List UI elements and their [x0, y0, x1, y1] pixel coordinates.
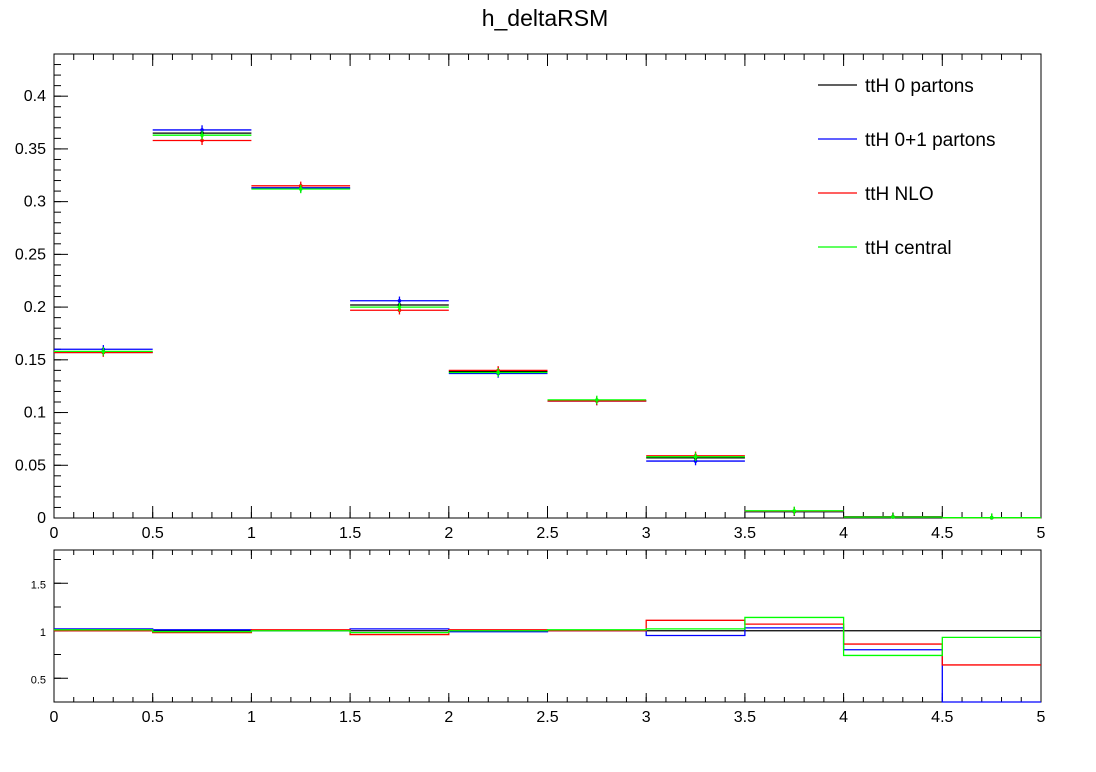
main-series-group	[54, 125, 1041, 520]
series-ratio-3	[54, 616, 1041, 657]
ratio-plot-frame	[53, 549, 1042, 703]
data-point	[397, 298, 402, 303]
legend-item-tth-central: ttH central	[818, 238, 952, 259]
data-point	[891, 515, 895, 519]
series-ratio-1	[54, 627, 1041, 703]
y-tick-label: 0	[37, 510, 46, 527]
y-tick-label: 1	[40, 627, 46, 639]
x-tick-label: 2	[444, 709, 453, 726]
data-point	[989, 515, 994, 520]
ratio-x-axis: 0 0.5 1 1.5 2 2.5 3 3.5 4 4.5 5	[50, 550, 1046, 726]
x-tick-label: 3.5	[734, 525, 756, 542]
y-tick-label: 0.35	[15, 141, 46, 158]
main-y-axis: 0 0.05 0.1 0.15 0.2 0.25 0.3 0.35 0.4	[15, 64, 68, 527]
x-tick-label: 1.5	[339, 709, 361, 726]
x-tick-label: 0	[50, 709, 59, 726]
series-ratio-2	[54, 619, 1041, 666]
x-tick-label: 4	[839, 525, 848, 542]
legend-item-tth-nlo: ttH NLO	[818, 184, 934, 205]
y-tick-label: 0.3	[24, 194, 46, 211]
y-tick-label: 0.25	[15, 246, 46, 263]
data-point	[397, 305, 402, 309]
x-tick-label: 0	[50, 525, 59, 542]
data-point	[693, 455, 698, 459]
y-tick-label: 0.05	[15, 457, 46, 474]
x-tick-label: 4	[839, 709, 848, 726]
main-plot-frame	[53, 53, 1042, 519]
x-tick-label: 4.5	[931, 709, 953, 726]
y-tick-label: 0.1	[24, 405, 46, 422]
x-tick-label: 2.5	[536, 525, 558, 542]
legend-label: ttH NLO	[865, 184, 934, 205]
x-tick-label: 1.5	[339, 525, 361, 542]
legend-item-tth-0-partons: ttH 0 partons	[818, 76, 974, 97]
legend-item-tth-0-1-partons: ttH 0+1 partons	[818, 130, 995, 151]
main-plot-panel: 0 0.05 0.1 0.15 0.2 0.25 0.3 0.35 0.4 0 0.5 1 1.5 2 2…	[15, 53, 1046, 542]
data-point	[200, 138, 204, 143]
ratio-plot-panel: 0.5 1 1.5 0 0.5 1 1.5 2 2.5 3 3.5 4 4.5 5	[31, 549, 1046, 726]
y-tick-label: 0.4	[24, 88, 46, 105]
x-tick-label: 2	[444, 525, 453, 542]
ratio-step-line	[54, 627, 1041, 703]
x-tick-label: 0.5	[142, 709, 164, 726]
x-tick-label: 5	[1037, 525, 1046, 542]
x-tick-label: 0.5	[142, 525, 164, 542]
data-point	[792, 509, 797, 513]
main-x-axis: 0 0.5 1 1.5 2 2.5 3 3.5 4 4.5 5	[50, 54, 1046, 542]
y-tick-label: 1.5	[31, 579, 46, 591]
data-point	[101, 349, 106, 354]
series-tth-central	[54, 130, 1041, 520]
ratio-step-line	[54, 616, 1041, 657]
x-tick-label: 1	[247, 709, 256, 726]
legend-label: ttH 0+1 partons	[865, 130, 995, 151]
x-tick-label: 3	[642, 709, 651, 726]
y-tick-label: 0.2	[24, 299, 46, 316]
data-point	[200, 128, 204, 132]
x-tick-label: 5	[1037, 709, 1046, 726]
legend-label: ttH central	[865, 238, 952, 259]
data-point	[298, 187, 303, 191]
legend: ttH 0 partons ttH 0+1 partons ttH NLO ttH c…	[818, 76, 995, 259]
y-tick-label: 0.5	[31, 674, 46, 686]
data-point	[693, 459, 698, 463]
y-tick-label: 0.15	[15, 352, 46, 369]
data-point	[200, 133, 204, 137]
data-point	[496, 370, 500, 375]
chart-title: h_deltaRSM	[482, 5, 609, 31]
ratio-step-line	[54, 619, 1041, 666]
x-tick-label: 2.5	[536, 709, 558, 726]
x-tick-label: 3.5	[734, 709, 756, 726]
ratio-series-group	[54, 616, 1041, 703]
x-tick-label: 3	[642, 525, 651, 542]
legend-label: ttH 0 partons	[865, 76, 974, 97]
x-tick-label: 4.5	[931, 525, 953, 542]
x-tick-label: 1	[247, 525, 256, 542]
data-point	[595, 398, 599, 402]
